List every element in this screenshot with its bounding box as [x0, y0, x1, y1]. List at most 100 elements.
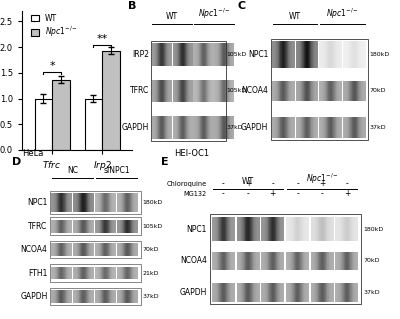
Bar — [340, 217, 341, 241]
Bar — [197, 43, 198, 66]
Bar — [329, 283, 330, 301]
Bar — [316, 283, 317, 301]
Text: TFRC: TFRC — [28, 222, 48, 231]
Bar — [80, 243, 81, 256]
Bar — [111, 267, 112, 279]
Bar — [229, 116, 230, 139]
Bar — [121, 290, 122, 303]
Text: +: + — [319, 179, 326, 188]
Bar — [351, 217, 352, 241]
Bar — [184, 116, 185, 139]
Bar — [126, 290, 127, 303]
Bar — [221, 43, 222, 66]
Bar — [122, 267, 123, 279]
Bar — [102, 290, 103, 303]
Bar — [305, 81, 306, 101]
Bar — [165, 43, 166, 66]
Bar — [52, 267, 53, 279]
Bar — [274, 41, 275, 68]
Bar — [267, 217, 268, 241]
Bar — [287, 217, 288, 241]
Bar — [282, 217, 283, 241]
Bar — [127, 267, 128, 279]
Bar — [107, 193, 108, 212]
Bar — [244, 283, 245, 301]
Bar — [341, 283, 342, 301]
Bar — [315, 251, 316, 270]
Bar — [173, 43, 174, 66]
Bar — [266, 251, 267, 270]
Bar — [159, 43, 160, 66]
Bar — [108, 243, 109, 256]
Bar — [297, 251, 298, 270]
Bar — [212, 283, 213, 301]
Bar — [172, 116, 173, 139]
Bar — [179, 43, 180, 66]
Bar — [93, 220, 94, 233]
Bar — [219, 217, 220, 241]
Bar — [348, 251, 349, 270]
Bar — [302, 217, 303, 241]
Bar — [231, 217, 232, 241]
Bar — [114, 290, 115, 303]
Bar — [280, 251, 281, 270]
Bar — [163, 43, 164, 66]
Bar — [178, 116, 179, 139]
Bar — [273, 81, 274, 101]
Bar — [220, 116, 221, 139]
Text: -: - — [296, 179, 299, 188]
Bar — [350, 81, 351, 101]
Bar — [355, 251, 356, 270]
Bar — [52, 220, 53, 233]
Bar — [34, 99, 52, 150]
Bar — [259, 283, 260, 301]
Text: -: - — [296, 189, 299, 198]
Bar — [68, 220, 69, 233]
Bar — [126, 267, 127, 279]
Text: GAPDH: GAPDH — [241, 123, 268, 132]
Bar — [73, 267, 74, 279]
Bar — [354, 81, 355, 101]
Bar — [227, 217, 228, 241]
Bar — [188, 43, 189, 66]
Bar — [155, 80, 156, 102]
Bar — [344, 283, 345, 301]
Bar — [215, 43, 216, 66]
Bar — [321, 251, 322, 270]
Bar — [198, 116, 199, 139]
Bar — [356, 283, 357, 301]
Bar — [177, 80, 178, 102]
Bar — [256, 283, 257, 301]
Bar — [327, 41, 328, 68]
Bar — [84, 220, 85, 233]
Bar — [327, 283, 328, 301]
Bar — [244, 251, 245, 270]
Bar — [265, 283, 266, 301]
Bar — [307, 251, 308, 270]
Bar — [329, 217, 330, 241]
Bar — [156, 80, 157, 102]
Bar — [360, 41, 361, 68]
Bar — [166, 80, 167, 102]
Bar — [51, 267, 52, 279]
Bar — [303, 41, 304, 68]
Bar — [212, 217, 213, 241]
Bar — [156, 116, 157, 139]
Bar — [210, 116, 211, 139]
Bar — [132, 193, 133, 212]
Bar — [292, 81, 293, 101]
Bar — [75, 290, 76, 303]
Bar — [308, 283, 309, 301]
Bar — [319, 117, 320, 137]
Bar — [308, 117, 309, 137]
Bar — [318, 217, 319, 241]
Bar — [344, 217, 345, 241]
Bar — [170, 80, 171, 102]
Bar — [296, 41, 297, 68]
Bar — [295, 251, 296, 270]
Bar — [315, 283, 316, 301]
Bar — [296, 283, 297, 301]
Bar — [287, 41, 288, 68]
Text: 70kD: 70kD — [143, 247, 159, 252]
Bar — [96, 267, 97, 279]
